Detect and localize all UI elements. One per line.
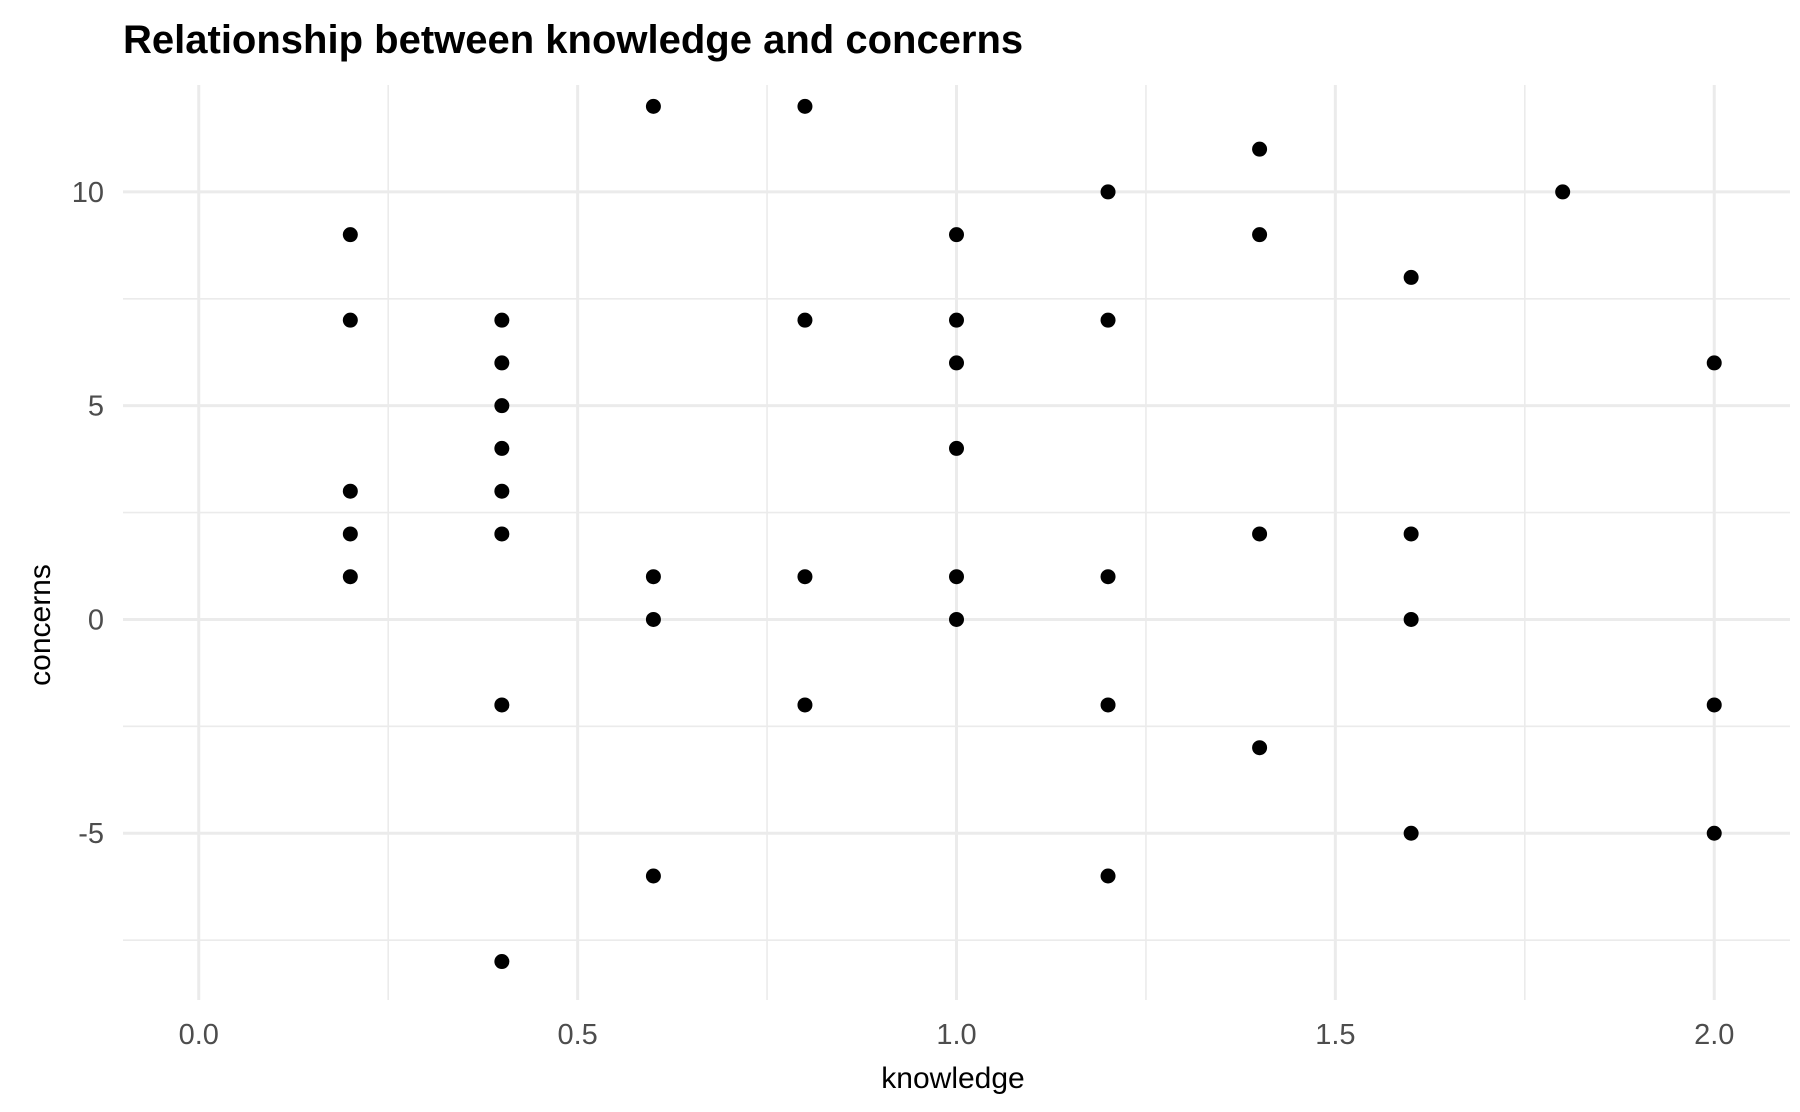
data-point: [949, 569, 964, 585]
data-points: [342, 98, 1722, 970]
data-point: [1252, 740, 1268, 756]
data-point: [494, 526, 510, 542]
data-point: [949, 611, 964, 627]
data-point: [342, 526, 358, 542]
data-point: [494, 440, 510, 456]
data-point: [1706, 697, 1722, 713]
data-point: [1555, 184, 1571, 200]
data-point: [494, 355, 510, 371]
y-tick-label: 5: [88, 391, 104, 423]
data-point: [949, 312, 964, 328]
data-point: [1403, 526, 1419, 542]
data-point: [1100, 868, 1116, 884]
data-point: [494, 398, 510, 414]
data-point: [1100, 184, 1116, 200]
data-point: [1403, 825, 1419, 841]
y-axis-ticks: -5 0 5 10: [72, 177, 104, 850]
data-point: [949, 227, 964, 243]
data-point: [1100, 569, 1116, 585]
data-point: [949, 440, 964, 456]
data-point: [949, 355, 964, 371]
x-tick-label: 0.0: [179, 1019, 219, 1051]
data-point: [645, 569, 661, 585]
data-point: [1252, 141, 1268, 157]
data-point: [797, 697, 813, 713]
data-point: [1706, 355, 1722, 371]
data-point: [494, 312, 510, 328]
data-point: [342, 569, 358, 585]
y-tick-label: 10: [72, 177, 104, 209]
x-axis-ticks: 0.0 0.5 1.0 1.5 2.0: [179, 1019, 1735, 1051]
data-point: [342, 483, 358, 499]
x-axis-title: knowledge: [881, 1062, 1024, 1095]
data-point: [342, 312, 358, 328]
data-point: [1252, 227, 1268, 243]
x-tick-label: 1.0: [936, 1019, 976, 1051]
x-tick-label: 0.5: [557, 1019, 597, 1051]
y-axis-title: concerns: [24, 564, 57, 686]
x-tick-label: 1.5: [1315, 1019, 1355, 1051]
data-point: [494, 954, 510, 970]
data-point: [1252, 526, 1268, 542]
data-point: [1403, 611, 1419, 627]
data-point: [1100, 312, 1116, 328]
data-point: [645, 611, 661, 627]
data-point: [797, 569, 813, 585]
data-point: [494, 697, 510, 713]
data-point: [494, 483, 510, 499]
chart-title: Relationship between knowledge and conce…: [123, 18, 1023, 62]
y-tick-label: -5: [78, 818, 104, 850]
data-point: [1403, 269, 1419, 285]
data-point: [645, 98, 661, 114]
data-point: [342, 227, 358, 243]
x-tick-label: 2.0: [1694, 1019, 1734, 1051]
y-tick-label: 0: [88, 604, 104, 636]
major-gridlines: [123, 85, 1790, 1000]
data-point: [645, 868, 661, 884]
data-point: [797, 312, 813, 328]
data-point: [797, 98, 813, 114]
data-point: [1706, 825, 1722, 841]
data-point: [1100, 697, 1116, 713]
